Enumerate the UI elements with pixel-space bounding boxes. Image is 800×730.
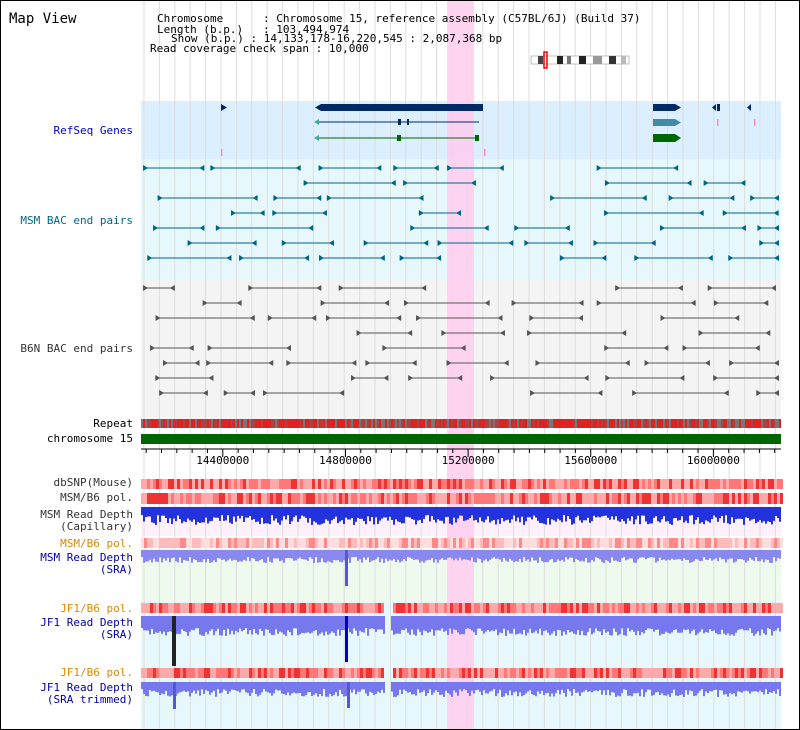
heatmap-tracks	[141, 479, 783, 678]
label-jf1-pol-2: JF1/B6 pol.	[60, 666, 133, 679]
span-row: Read coverage check span : 10,000	[150, 42, 369, 55]
label-b6n-bac[interactable]: B6N BAC end pairs	[20, 342, 133, 355]
position-axis	[141, 448, 781, 457]
map-view-title: Map View	[9, 11, 77, 27]
label-msm-depth-sra: MSM Read Depth (SRA)	[40, 551, 133, 576]
label-chromosome: chromosome 15	[46, 432, 133, 445]
refseq-genes	[221, 104, 756, 156]
chromosome-key: Chromosome	[157, 12, 224, 25]
show-row: Show (b.p.) : 14,133,178-16,220,545 : 2,…	[171, 32, 503, 45]
depth-tracks	[141, 507, 781, 709]
show-key: Show (b.p.)	[171, 32, 244, 45]
span-key: Read coverage check span	[150, 42, 309, 55]
label-msm-b6-pol-1: MSM/B6 pol.	[60, 491, 133, 504]
chromosome-ideogram	[530, 51, 630, 69]
axis-tick-label: 16000000	[686, 454, 740, 467]
show-value: 14,133,178-16,220,545 : 2,087,368 bp	[263, 32, 503, 45]
label-repeat: Repeat	[93, 417, 133, 430]
label-dbsnp: dbSNP(Mouse)	[53, 476, 133, 489]
label-msm-b6-pol-2: MSM/B6 pol.	[60, 537, 133, 550]
chromosome-bar	[141, 434, 781, 444]
label-refseq-genes[interactable]: RefSeq Genes	[53, 124, 133, 137]
b6n-bac-pairs	[143, 285, 779, 396]
chromosome-value: Chromosome 15, reference assembly (C57BL…	[276, 12, 641, 25]
length-row: Length (b.p.) : 103,494,974	[157, 23, 350, 36]
repeat-track	[141, 419, 781, 428]
label-jf1-depth-sra: JF1 Read Depth (SRA)	[40, 616, 133, 641]
axis-tick-label: 15600000	[564, 454, 618, 467]
axis-tick-label: 15200000	[441, 454, 495, 467]
length-key: Length (b.p.)	[157, 23, 244, 36]
label-jf1-pol-1: JF1/B6 pol.	[60, 602, 133, 615]
label-jf1-depth-trim: JF1 Read Depth (SRA trimmed)	[40, 681, 133, 706]
label-msm-depth-cap: MSM Read Depth (Capillary)	[40, 508, 133, 533]
length-value: 103,494,974	[276, 23, 350, 36]
axis-tick-label: 14800000	[318, 454, 372, 467]
chromosome-row: Chromosome : Chromosome 15, reference as…	[157, 12, 641, 25]
label-msm-bac[interactable]: MSM BAC end pairs	[20, 214, 133, 227]
span-value: 10,000	[328, 42, 369, 55]
axis-tick-label: 14400000	[196, 454, 250, 467]
msm-bac-pairs	[143, 165, 779, 261]
